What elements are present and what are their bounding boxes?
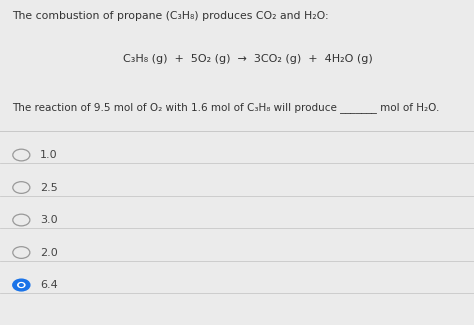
Text: The reaction of 9.5 mol of O₂ with 1.6 mol of C₃H₈ will produce _______ mol of H: The reaction of 9.5 mol of O₂ with 1.6 m…	[12, 102, 439, 113]
Text: 2.0: 2.0	[40, 248, 58, 257]
Circle shape	[13, 279, 30, 291]
Text: C₃H₈ (g)  +  5O₂ (g)  →  3CO₂ (g)  +  4H₂O (g): C₃H₈ (g) + 5O₂ (g) → 3CO₂ (g) + 4H₂O (g)	[123, 54, 373, 64]
Text: 1.0: 1.0	[40, 150, 58, 160]
Text: The combustion of propane (C₃H₈) produces CO₂ and H₂O:: The combustion of propane (C₃H₈) produce…	[12, 11, 328, 21]
Text: 2.5: 2.5	[40, 183, 58, 192]
Text: 6.4: 6.4	[40, 280, 58, 290]
Circle shape	[19, 284, 23, 286]
Circle shape	[18, 282, 25, 288]
Text: 3.0: 3.0	[40, 215, 58, 225]
